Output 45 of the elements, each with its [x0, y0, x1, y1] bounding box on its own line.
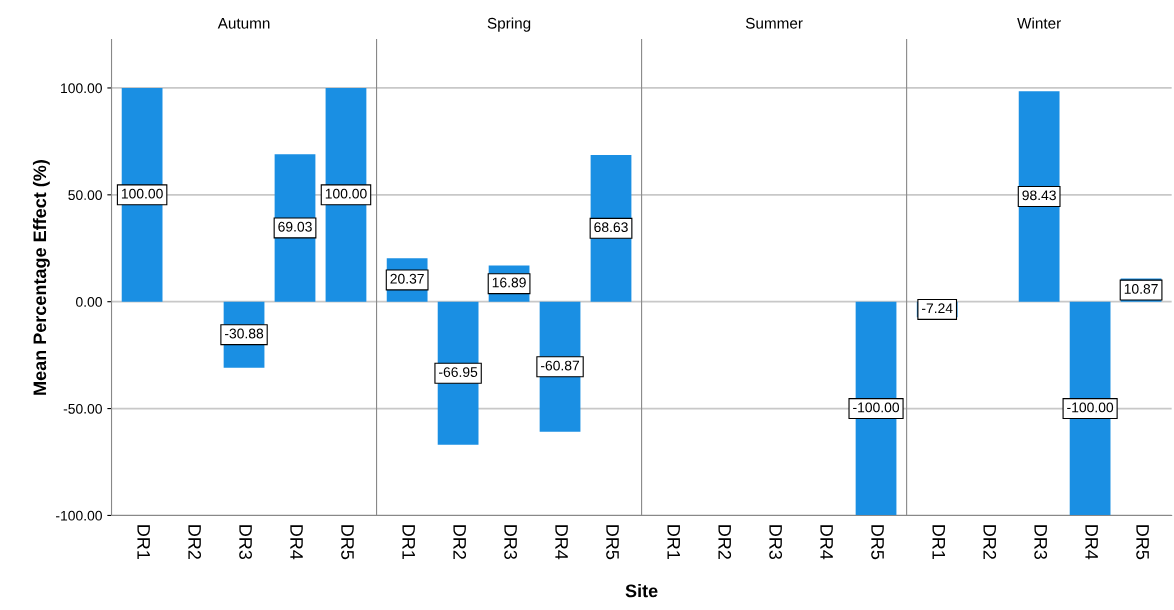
chart-title: Autumn	[217, 18, 270, 29]
data-label: 68.63	[594, 222, 628, 233]
x-tick-label: DR3	[239, 525, 252, 560]
chart-title: Winter	[1017, 17, 1061, 29]
x-tick-label: DR2	[188, 525, 202, 559]
data-label: 100.00	[121, 188, 163, 199]
x-tick-label: DR5	[606, 525, 619, 560]
data-label: 69.03	[278, 221, 312, 232]
data-label: -60.87	[540, 360, 580, 371]
x-tick-label: DR5	[341, 525, 354, 560]
y-tick-label: 50.00	[68, 190, 102, 200]
x-tick-label: DR4	[1085, 525, 1098, 560]
data-label: 16.89	[492, 277, 526, 288]
data-label: 10.87	[1124, 283, 1158, 294]
data-label: -7.24	[921, 303, 953, 314]
data-label: 100.00	[325, 188, 367, 199]
y-axis-title: Mean Percentage Effect (%)	[32, 160, 50, 395]
chart-title: Spring	[487, 17, 531, 32]
x-tick-label: DR4	[555, 525, 568, 560]
x-tick-label: DR5	[871, 525, 884, 560]
y-tick-label: 0.00	[76, 297, 102, 307]
data-label: -30.88	[224, 328, 264, 339]
data-label: 20.37	[390, 273, 424, 284]
x-axis-title: Site	[625, 584, 658, 598]
x-tick-label: DR1	[402, 525, 415, 560]
data-label: -66.95	[439, 367, 478, 377]
x-tick-label: DR3	[504, 525, 518, 560]
chart-title: Summer	[745, 17, 803, 29]
y-tick-label: -50.00	[63, 403, 102, 414]
x-tick-label: DR1	[137, 525, 150, 560]
x-tick-label: DR2	[453, 525, 467, 559]
data-label: -100.00	[853, 402, 900, 413]
x-tick-label: DR2	[983, 525, 997, 559]
data-label: -100.00	[1067, 402, 1114, 413]
y-tick-label: -100.00	[56, 510, 102, 521]
x-tick-label: DR2	[718, 525, 732, 559]
x-tick-label: DR3	[1034, 525, 1048, 560]
x-tick-label: DR5	[1136, 525, 1149, 560]
data-label: 98.43	[1022, 190, 1056, 201]
x-tick-label: DR1	[667, 525, 680, 560]
x-tick-label: DR3	[769, 525, 783, 560]
x-tick-label: DR1	[932, 525, 945, 560]
y-tick-label: 100.00	[61, 83, 102, 94]
x-tick-label: DR4	[820, 525, 833, 560]
x-tick-label: DR4	[290, 525, 303, 560]
